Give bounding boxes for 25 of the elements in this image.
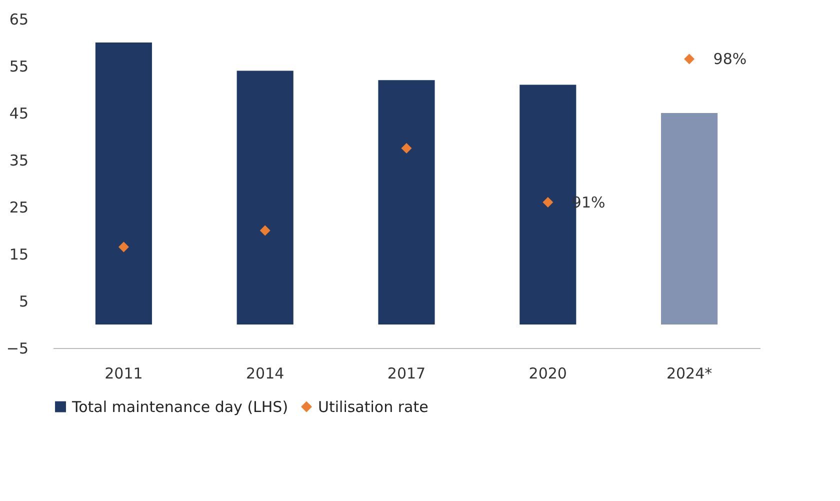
y-tick-label: 45 (9, 104, 28, 122)
y-tick-label: 65 (9, 10, 28, 28)
bar (236, 70, 294, 324)
y-tick-label: 25 (9, 198, 28, 216)
point (260, 225, 270, 236)
y-tick-label: 5 (18, 292, 28, 310)
y-tick-label: 15 (9, 246, 28, 264)
x-tick-label: 2011 (104, 364, 143, 382)
point (118, 242, 129, 252)
y-tick-label: −5 (6, 340, 28, 358)
annotation: 98% (713, 50, 747, 68)
x-tick-label: 2014 (246, 364, 284, 382)
bar (661, 113, 718, 324)
point (684, 54, 695, 64)
bar (378, 80, 435, 324)
x-tick-label: 2017 (387, 364, 426, 382)
legend-label: Total maintenance day (LHS) (71, 398, 288, 416)
point (401, 143, 412, 154)
bar (95, 42, 152, 324)
point (542, 197, 554, 208)
y-tick-label: 35 (9, 152, 28, 170)
x-tick-label: 2020 (528, 364, 567, 382)
legend-label: Utilisation rate (318, 398, 428, 416)
y-tick-label: 55 (9, 58, 28, 76)
x-tick-label: 2024* (666, 364, 713, 382)
